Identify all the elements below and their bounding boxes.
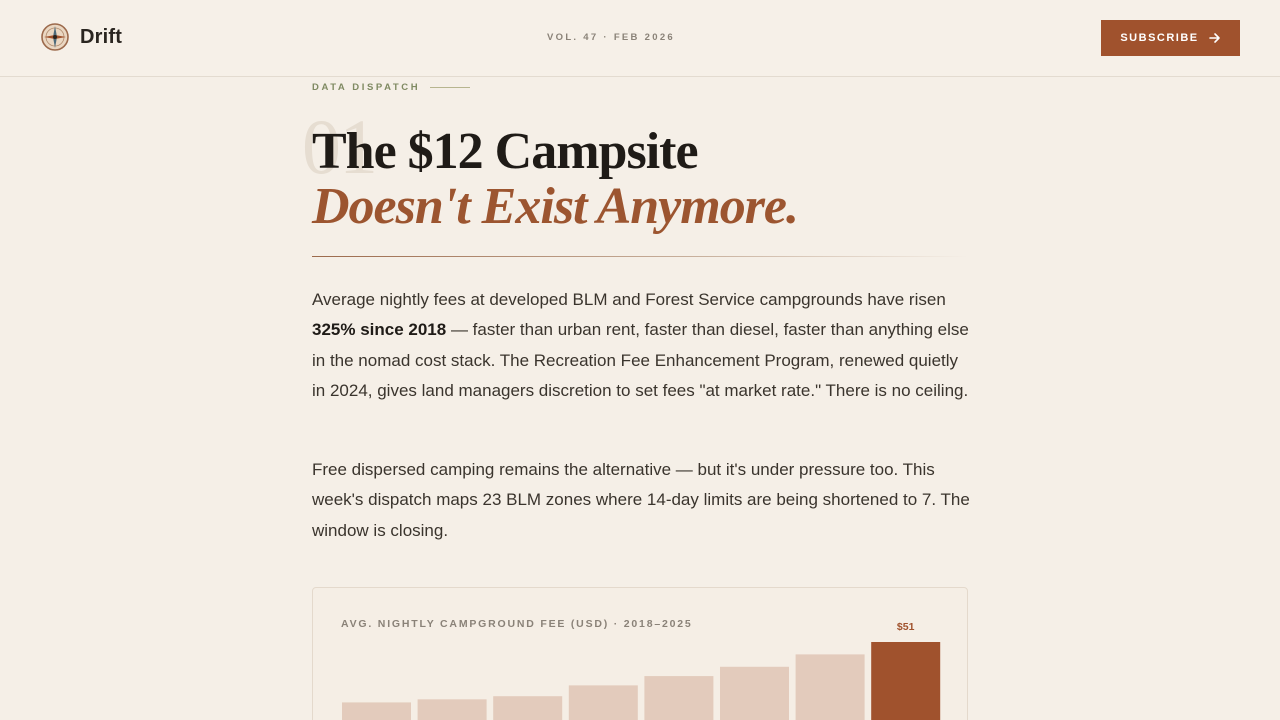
intro-highlight: 325% since 2018 <box>312 320 447 340</box>
kicker-label: DATA DISPATCH <box>312 82 421 93</box>
site-header: Drift VOL. 47 · FEB 2026 SUBSCRIBE <box>0 0 1280 77</box>
kicker-rule <box>430 87 471 88</box>
second-paragraph: Free dispersed camping remains the alter… <box>312 460 970 540</box>
headline: The $12 Campsite Doesn't Exist Anymore. <box>312 124 1012 234</box>
bar-2023 <box>720 666 789 720</box>
bar-2018 <box>342 702 411 720</box>
subscribe-label: SUBSCRIBE <box>1120 32 1199 44</box>
bar-value-label: $51 <box>897 621 915 633</box>
headline-line-1: The $12 Campsite <box>312 123 699 180</box>
bar-2020 <box>493 696 563 720</box>
headline-divider <box>312 256 968 257</box>
brand-name: Drift <box>80 25 123 48</box>
kicker: DATA DISPATCH <box>312 82 471 93</box>
issue-label: VOL. 47 · FEB 2026 <box>547 32 675 43</box>
bar-2022 <box>644 676 714 720</box>
bar-2019 <box>417 699 487 720</box>
arrow-right-icon <box>1208 33 1220 43</box>
bar-2021 <box>568 685 638 720</box>
subscribe-button[interactable]: SUBSCRIBE <box>1101 20 1240 56</box>
headline-line-2: Doesn't Exist Anymore. <box>312 178 799 235</box>
intro-text-start: Average nightly fees at developed BLM an… <box>312 290 946 309</box>
ghost-number: 01 <box>302 103 378 190</box>
fee-chart-card: AVG. NIGHTLY CAMPGROUND FEE (USD) · 2018… <box>312 587 968 720</box>
bar-2025 <box>871 642 941 720</box>
intro-text-end: — faster than urban rent, faster than di… <box>312 320 969 400</box>
intro-paragraph: Average nightly fees at developed BLM an… <box>312 285 972 406</box>
bar-2024 <box>795 654 865 720</box>
chart-title: AVG. NIGHTLY CAMPGROUND FEE (USD) · 2018… <box>341 618 693 630</box>
compass-icon <box>41 23 69 51</box>
fee-bar-chart: $51 <box>342 621 941 720</box>
brand[interactable]: Drift <box>40 22 122 52</box>
